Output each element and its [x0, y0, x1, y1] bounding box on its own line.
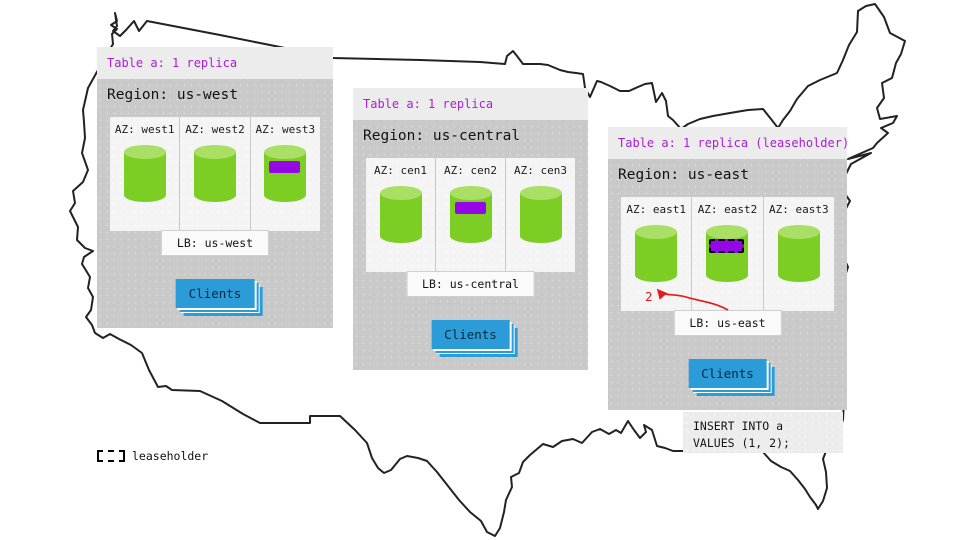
az-label: AZ: east3 — [769, 203, 829, 216]
load-balancer-box: LB: us-central — [406, 271, 535, 297]
clients-button: Clients — [175, 279, 255, 308]
az-label: AZ: cen2 — [444, 164, 497, 177]
database-node-icon — [519, 186, 562, 243]
region-label: Region: us-east — [618, 167, 749, 183]
leaseholder-legend: leaseholder — [97, 449, 208, 463]
database-node-icon — [777, 225, 820, 282]
region-label: Region: us-central — [363, 128, 521, 144]
az-label: AZ: east2 — [697, 203, 758, 216]
cylinder-top — [449, 186, 492, 200]
clients-button: Clients — [688, 359, 767, 388]
clients-button: Clients — [431, 320, 510, 349]
cylinder-top — [777, 225, 820, 239]
cylinder-top — [193, 145, 236, 159]
replica-chip — [454, 202, 486, 214]
sql-line: INSERT INTO a — [693, 419, 784, 433]
legend-label: leaseholder — [132, 449, 209, 463]
database-node-icon — [193, 145, 236, 202]
table-replica-label: Table a: 1 replica — [353, 88, 588, 120]
cylinder-body — [123, 152, 166, 202]
cylinder-top — [635, 225, 678, 239]
az-container: AZ: cen1 AZ: cen2 AZ: cen3 — [366, 158, 575, 272]
region-panel-us-west: Table a: 1 replica Region: us-west AZ: w… — [97, 47, 333, 328]
region-panel-us-central: Table a: 1 replica Region: us-central AZ… — [353, 88, 588, 370]
database-node-icon — [379, 186, 422, 243]
cylinder-body — [379, 193, 422, 243]
az-label: AZ: east1 — [626, 203, 686, 216]
region-panel-us-east: Table a: 1 replica (leaseholder) Region:… — [608, 127, 847, 410]
cylinder-top — [379, 186, 422, 200]
cylinder-top — [264, 145, 307, 159]
cylinder-top — [519, 186, 562, 200]
database-node-icon — [635, 225, 678, 282]
cylinder-body — [519, 193, 562, 243]
database-node-icon — [264, 145, 307, 202]
az-container: AZ: west1 AZ: west2 AZ: west3 — [110, 117, 320, 231]
replica-chip — [269, 161, 301, 173]
az-cell: AZ: cen3 — [506, 158, 575, 272]
leaseholder-swatch-icon — [97, 450, 125, 462]
az-container: AZ: east1 AZ: east2 AZ: east3 — [621, 197, 834, 311]
cylinder-body — [777, 232, 820, 282]
cylinder-body — [264, 152, 307, 202]
table-replica-label: Table a: 1 replica — [97, 47, 333, 79]
sql-insert-annotation: INSERT INTO a VALUES (1, 2); — [683, 412, 843, 453]
table-replica-leaseholder-label: Table a: 1 replica (leaseholder) — [608, 127, 847, 159]
database-node-icon — [449, 186, 492, 243]
leaseholder-replica-chip — [709, 239, 745, 253]
az-label: AZ: west1 — [114, 123, 175, 136]
az-label: AZ: cen1 — [374, 164, 427, 177]
az-cell: AZ: cen1 — [366, 158, 436, 272]
az-cell: AZ: east3 — [764, 197, 834, 311]
az-cell: AZ: east1 — [621, 197, 693, 311]
load-balancer-box: LB: us-west — [160, 230, 270, 256]
database-node-icon — [706, 225, 749, 282]
az-label: AZ: cen3 — [514, 164, 567, 177]
az-cell: AZ: cen2 — [436, 158, 506, 272]
az-cell: AZ: west3 — [251, 117, 320, 231]
arrow-value-label: 2 — [645, 289, 653, 304]
cylinder-body — [635, 232, 678, 282]
az-label: AZ: west3 — [255, 123, 316, 136]
az-cell: AZ: west2 — [180, 117, 251, 231]
cylinder-top — [123, 145, 166, 159]
region-label: Region: us-west — [107, 87, 238, 103]
sql-line: VALUES (1, 2); — [693, 435, 790, 450]
cylinder-top — [706, 225, 749, 239]
cylinder-body — [449, 193, 492, 243]
database-node-icon — [123, 145, 166, 202]
az-cell: AZ: west1 — [110, 117, 181, 231]
az-label: AZ: west2 — [185, 123, 245, 136]
az-cell: AZ: east2 — [692, 197, 764, 311]
cylinder-body — [193, 152, 236, 202]
load-balancer-box: LB: us-east — [673, 310, 782, 336]
